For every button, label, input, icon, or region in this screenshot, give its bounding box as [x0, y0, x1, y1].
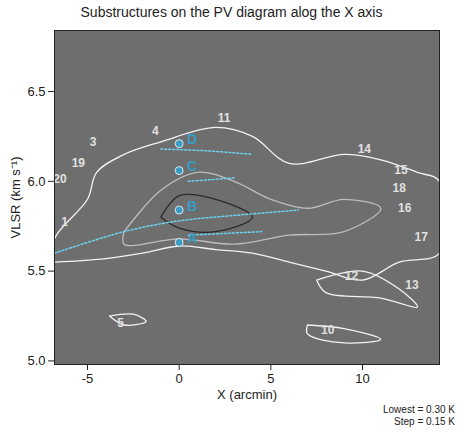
html-text:Lowest = 0.30 K: Lowest = 0.30 K [383, 404, 455, 415]
svg-text:13: 13 [405, 278, 419, 292]
svg-text:3: 3 [90, 135, 97, 149]
svg-text:-5: -5 [82, 371, 94, 386]
svg-text:5: 5 [117, 316, 124, 330]
svg-text:15: 15 [394, 163, 408, 177]
svg-text:4: 4 [152, 124, 159, 138]
svg-text:10: 10 [355, 371, 369, 386]
svg-text:11: 11 [218, 111, 231, 125]
svg-text:5.0: 5.0 [27, 353, 45, 368]
svg-text:18: 18 [392, 181, 406, 195]
svg-text:VLSR (km s⁻¹): VLSR (km s⁻¹) [8, 157, 23, 239]
svg-text:B: B [187, 198, 197, 214]
svg-text:17: 17 [414, 230, 428, 244]
svg-text:12: 12 [345, 269, 359, 283]
svg-text:5: 5 [267, 371, 274, 386]
svg-text:D: D [187, 131, 197, 147]
svg-text:A: A [187, 230, 197, 246]
svg-text:X (arcmin): X (arcmin) [217, 387, 277, 402]
html-text:Step = 0.15 K: Step = 0.15 K [394, 416, 455, 427]
svg-text:6.0: 6.0 [27, 173, 45, 188]
svg-text:14: 14 [358, 142, 372, 156]
svg-text:20: 20 [53, 172, 67, 186]
svg-text:0: 0 [176, 371, 183, 386]
svg-text:5.5: 5.5 [27, 263, 45, 278]
svg-text:19: 19 [72, 156, 86, 170]
svg-text:10: 10 [321, 323, 335, 337]
svg-text:16: 16 [398, 201, 412, 215]
svg-text:6.5: 6.5 [27, 84, 45, 99]
html-text:Substructures on the PV diagra: Substructures on the PV diagram alog the… [80, 4, 383, 20]
svg-text:1: 1 [61, 215, 68, 229]
svg-text:C: C [187, 158, 197, 174]
